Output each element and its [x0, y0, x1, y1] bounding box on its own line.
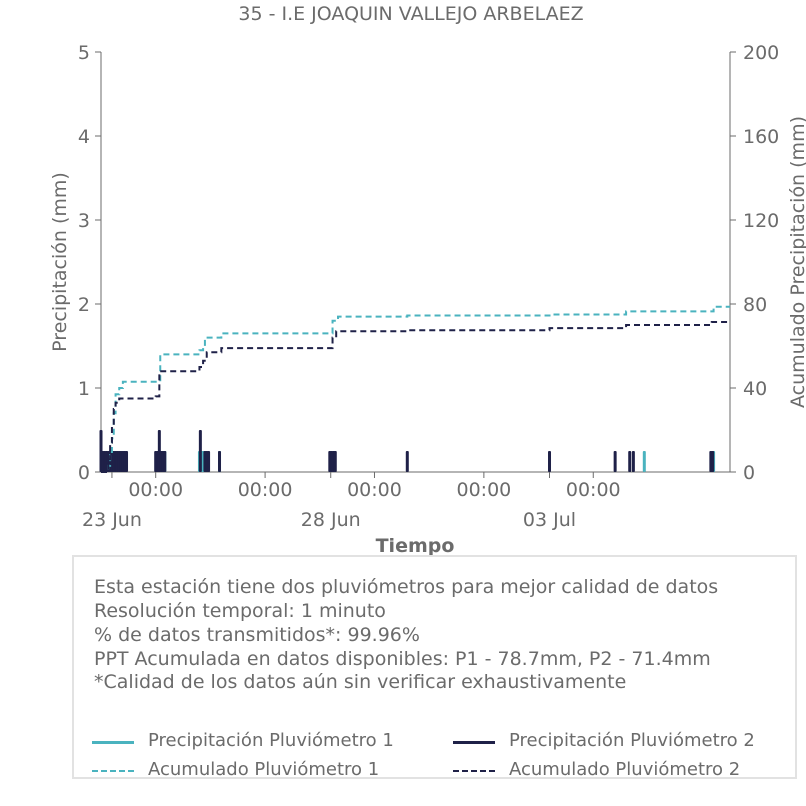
precip-bar: [333, 451, 337, 472]
precip-bars: [99, 430, 716, 472]
precip-bar: [218, 451, 222, 472]
precip-bar: [628, 451, 632, 472]
info-line: Resolución temporal: 1 minuto: [94, 600, 386, 622]
cumulative-line: [101, 321, 730, 473]
chart-axes: 0 1 2 3 4 5 0 40 80 120 160 200 00:00 00:00 00:00 00:00…: [78, 42, 779, 531]
legend-swatch-p2: [453, 741, 495, 744]
info-legend-box: Esta estación tiene dos pluviómetros par…: [72, 555, 797, 780]
y-tick-label: 0: [78, 462, 90, 484]
x-tick-label: 00:00: [128, 479, 183, 501]
y2-tick-label: 80: [743, 294, 767, 316]
y2-tick-label: 40: [743, 378, 767, 400]
precip-bar: [548, 451, 552, 472]
precip-bar: [613, 451, 617, 472]
y-tick-label: 2: [78, 294, 90, 316]
y-tick-label: 4: [78, 126, 90, 148]
x-tick-label: 00:00: [347, 479, 402, 501]
precip-bar: [405, 451, 409, 472]
y-tick-label: 3: [78, 210, 90, 232]
legend-swatch-a2: [453, 770, 495, 772]
legend-swatch-a1: [92, 770, 134, 772]
legend-label-a1: Acumulado Pluviómetro 1: [148, 759, 380, 780]
precip-bar: [163, 451, 167, 472]
y-axis-label: Precipitación (mm): [49, 172, 71, 352]
y2-tick-label: 0: [743, 462, 755, 484]
legend-label-a2: Acumulado Pluviómetro 2: [509, 759, 741, 780]
precip-bar: [642, 451, 646, 472]
y2-tick-label: 160: [743, 126, 779, 148]
chart: 35 - I.E JOAQUIN VALLEJO ARBELAEZ 0 1 2 3 4 5…: [49, 3, 806, 557]
legend-label-p2: Precipitación Pluviómetro 2: [509, 730, 755, 751]
info-line: *Calidad de los datos aún sin verificar …: [94, 671, 627, 693]
x-tick-label: 00:00: [238, 479, 293, 501]
y-tick-label: 1: [78, 378, 90, 400]
precip-bar: [631, 451, 635, 472]
y2-tick-label: 120: [743, 210, 779, 232]
x-date-label: 23 Jun: [82, 509, 142, 531]
precip-bar: [207, 451, 211, 472]
y-tick-label: 5: [78, 42, 90, 64]
x-tick-label: 00:00: [456, 479, 511, 501]
cumulative-lines: [101, 305, 730, 473]
precip-bar: [198, 430, 202, 472]
x-date-label: 28 Jun: [301, 509, 361, 531]
cumulative-line: [101, 305, 730, 473]
legend-swatch-p1: [92, 741, 134, 744]
info-line: Esta estación tiene dos pluviómetros par…: [94, 576, 719, 598]
legend-label-p1: Precipitación Pluviómetro 1: [148, 730, 394, 751]
info-line: PPT Acumulada en datos disponibles: P1 -…: [94, 648, 711, 670]
chart-title: 35 - I.E JOAQUIN VALLEJO ARBELAEZ: [238, 3, 583, 25]
info-line: % de datos transmitidos*: 99.96%: [94, 624, 420, 646]
precip-bar: [125, 451, 129, 472]
x-axis-label: Tiempo: [376, 535, 455, 557]
x-tick-label: 00:00: [566, 479, 621, 501]
y2-tick-label: 200: [743, 42, 779, 64]
precip-bar: [711, 451, 715, 472]
x-date-label: 03 Jul: [523, 509, 576, 531]
y2-axis-label: Acumulado Precipitación (mm): [787, 116, 806, 408]
